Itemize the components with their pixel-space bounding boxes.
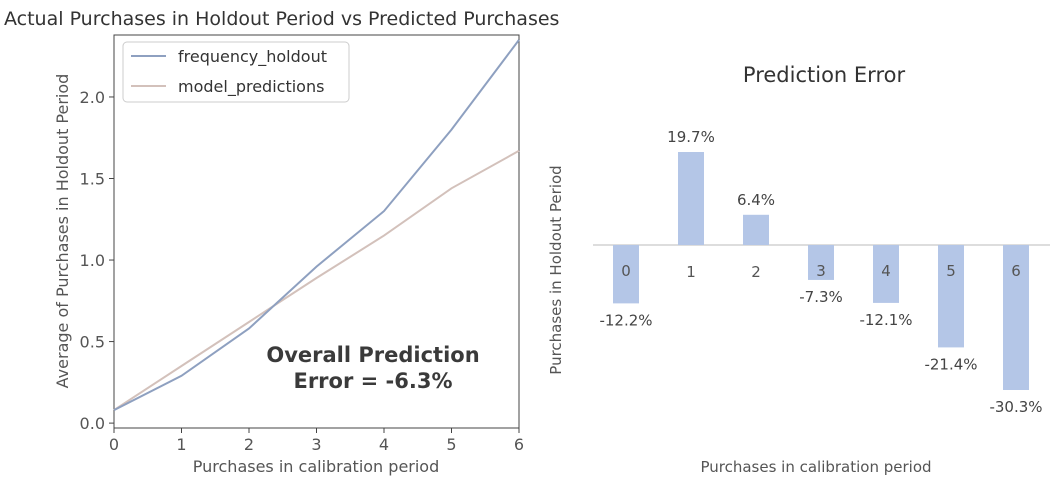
left-chart-title: Actual Purchases in Holdout Period vs Pr… xyxy=(4,8,559,30)
legend-label-model-predictions: model_predictions xyxy=(178,77,324,97)
series-line-frequency-holdout xyxy=(113,39,520,411)
bar-value-label: -30.3% xyxy=(989,398,1042,416)
y-tick-label: 1.5 xyxy=(80,170,105,189)
bar-value-label: 6.4% xyxy=(737,191,775,209)
bar-6 xyxy=(1003,245,1029,390)
bar-value-label: -21.4% xyxy=(924,355,977,373)
category-label: 5 xyxy=(946,262,956,280)
x-tick-label: 6 xyxy=(514,435,524,454)
overall-error-annotation-line2: Error = -6.3% xyxy=(293,369,452,393)
x-tick-label: 4 xyxy=(379,435,389,454)
y-tick-label: 0.0 xyxy=(80,414,105,433)
legend: frequency_holdout model_predictions xyxy=(122,41,350,103)
x-tick-label: 1 xyxy=(176,435,186,454)
x-tick-label: 3 xyxy=(311,435,321,454)
bar-value-label: 19.7% xyxy=(667,128,715,146)
right-x-axis-label: Purchases in calibration period xyxy=(700,458,931,476)
left-ticks: 0 1 2 3 4 5 6 0.0 0.5 1.0 1.5 2.0 xyxy=(80,88,525,454)
category-label: 0 xyxy=(621,262,631,280)
category-label: 6 xyxy=(1011,262,1021,280)
bar-value-label: -12.2% xyxy=(599,311,652,329)
x-tick-label: 2 xyxy=(244,435,254,454)
y-tick-label: 2.0 xyxy=(80,88,105,107)
bar-1 xyxy=(678,152,704,245)
bar-2 xyxy=(743,214,769,245)
category-label: 4 xyxy=(881,262,891,280)
category-label: 3 xyxy=(816,262,826,280)
left-series-lines xyxy=(113,39,520,411)
category-label: 2 xyxy=(751,263,761,281)
category-label: 1 xyxy=(686,263,696,281)
right-chart-title: Prediction Error xyxy=(743,63,906,87)
right-y-axis-label: Purchases in Holdout Period xyxy=(547,165,565,374)
left-x-axis-label: Purchases in calibration period xyxy=(193,457,439,476)
legend-box xyxy=(122,41,350,103)
left-y-axis-label: Average of Purchases in Holdout Period xyxy=(53,74,72,389)
bar-value-label: -7.3% xyxy=(799,288,843,306)
error-bars: 0 -12.2% 1 19.7% 2 6.4% 3 -7.3% 4 -12.1% 5 -21.4% 6 -… xyxy=(599,128,1042,416)
y-tick-label: 1.0 xyxy=(80,251,105,270)
x-tick-label: 5 xyxy=(446,435,456,454)
bar-value-label: -12.1% xyxy=(859,311,912,329)
holdout-vs-predicted-chart: Actual Purchases in Holdout Period vs Pr… xyxy=(4,8,559,476)
bar-5 xyxy=(938,245,964,348)
y-tick-label: 0.5 xyxy=(80,333,105,352)
overall-error-annotation-line1: Overall Prediction xyxy=(266,343,479,367)
bar-0 xyxy=(613,245,639,304)
series-line-model-predictions xyxy=(113,149,520,411)
prediction-error-chart: Prediction Error 0 -12.2% 1 19.7% 2 6.4% 3 -7.3… xyxy=(547,63,1050,476)
legend-label-frequency-holdout: frequency_holdout xyxy=(178,47,327,67)
bar-4 xyxy=(873,245,899,303)
bar-3 xyxy=(808,245,834,280)
x-tick-label: 0 xyxy=(109,435,119,454)
